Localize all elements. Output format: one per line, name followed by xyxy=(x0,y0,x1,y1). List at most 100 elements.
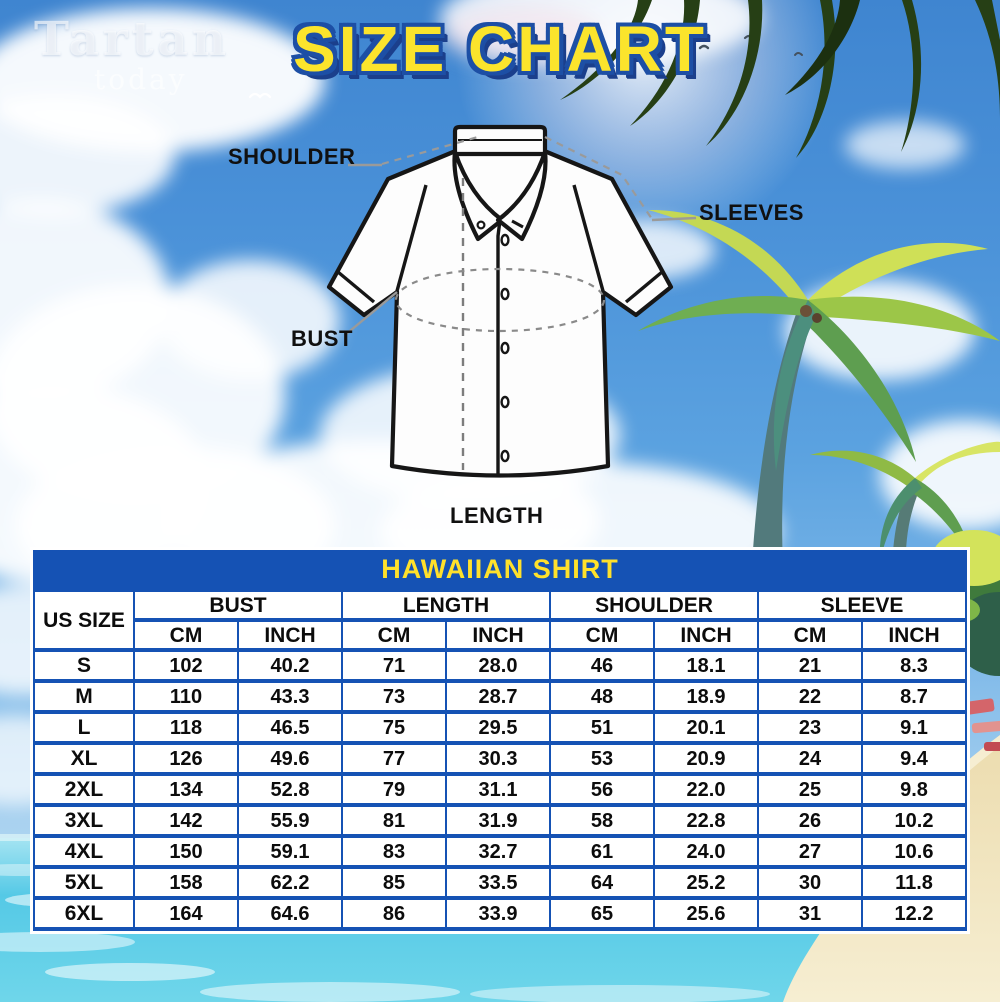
size-cell: S xyxy=(33,648,135,683)
group-header-shoulder: SHOULDER xyxy=(549,588,759,622)
value-cell: 83 xyxy=(341,834,447,869)
value-cell: 56 xyxy=(549,772,655,807)
value-cell: 24.0 xyxy=(653,834,759,869)
value-cell: 11.8 xyxy=(861,865,967,900)
value-cell: 28.0 xyxy=(445,648,551,683)
value-cell: 18.9 xyxy=(653,679,759,714)
bust-label: BUST xyxy=(291,326,353,351)
value-cell: 26 xyxy=(757,803,863,838)
value-cell: 126 xyxy=(133,741,239,776)
table-row: 5XL 158 62.2 85 33.5 64 25.2 30 11.8 xyxy=(33,865,967,900)
value-cell: 30 xyxy=(757,865,863,900)
size-column-header: US SIZE xyxy=(33,588,135,652)
value-cell: 33.5 xyxy=(445,865,551,900)
table-row: M 110 43.3 73 28.7 48 18.9 22 8.7 xyxy=(33,679,967,714)
size-cell: 3XL xyxy=(33,803,135,838)
size-chart-table: HAWAIIAN SHIRT US SIZE BUST LENGTH SHOUL… xyxy=(30,547,970,934)
palm-tree-small xyxy=(810,441,1000,565)
table-row: 6XL 164 64.6 86 33.9 65 25.6 31 12.2 xyxy=(33,896,967,931)
value-cell: 28.7 xyxy=(445,679,551,714)
value-cell: 81 xyxy=(341,803,447,838)
value-cell: 29.5 xyxy=(445,710,551,745)
value-cell: 79 xyxy=(341,772,447,807)
table-title: HAWAIIAN SHIRT xyxy=(33,550,967,588)
shoulder-label: SHOULDER xyxy=(228,144,356,169)
value-cell: 46 xyxy=(549,648,655,683)
value-cell: 52.8 xyxy=(237,772,343,807)
value-cell: 21 xyxy=(757,648,863,683)
unit-header-cm: CM xyxy=(133,618,239,652)
value-cell: 134 xyxy=(133,772,239,807)
value-cell: 77 xyxy=(341,741,447,776)
size-cell: M xyxy=(33,679,135,714)
size-cell: L xyxy=(33,710,135,745)
length-label: LENGTH xyxy=(450,503,544,528)
table-row: L 118 46.5 75 29.5 51 20.1 23 9.1 xyxy=(33,710,967,745)
value-cell: 86 xyxy=(341,896,447,931)
value-cell: 158 xyxy=(133,865,239,900)
unit-header-inch: INCH xyxy=(653,618,759,652)
value-cell: 10.6 xyxy=(861,834,967,869)
value-cell: 58 xyxy=(549,803,655,838)
value-cell: 22 xyxy=(757,679,863,714)
size-table: US SIZE BUST LENGTH SHOULDER SLEEVE CM I… xyxy=(33,588,967,931)
group-header-length: LENGTH xyxy=(341,588,551,622)
value-cell: 164 xyxy=(133,896,239,931)
table-row: XL 126 49.6 77 30.3 53 20.9 24 9.4 xyxy=(33,741,967,776)
unit-header-inch: INCH xyxy=(445,618,551,652)
measurement-lines xyxy=(344,135,697,336)
value-cell: 9.4 xyxy=(861,741,967,776)
value-cell: 75 xyxy=(341,710,447,745)
value-cell: 65 xyxy=(549,896,655,931)
table-row: S 102 40.2 71 28.0 46 18.1 21 8.3 xyxy=(33,648,967,683)
value-cell: 25 xyxy=(757,772,863,807)
unit-header-row: CM INCH CM INCH CM INCH CM INCH xyxy=(34,618,967,652)
value-cell: 110 xyxy=(133,679,239,714)
size-table-body: S 102 40.2 71 28.0 46 18.1 21 8.3 M 110 43.3 73 28.7 4… xyxy=(33,648,967,931)
value-cell: 30.3 xyxy=(445,741,551,776)
value-cell: 12.2 xyxy=(861,896,967,931)
value-cell: 49.6 xyxy=(237,741,343,776)
palm-tree-large xyxy=(638,209,1000,565)
value-cell: 51 xyxy=(549,710,655,745)
size-cell: 4XL xyxy=(33,834,135,869)
value-cell: 73 xyxy=(341,679,447,714)
value-cell: 64 xyxy=(549,865,655,900)
value-cell: 102 xyxy=(133,648,239,683)
value-cell: 32.7 xyxy=(445,834,551,869)
shirt-buttons xyxy=(500,233,510,463)
unit-header-cm: CM xyxy=(757,618,863,652)
value-cell: 9.1 xyxy=(861,710,967,745)
size-cell: XL xyxy=(33,741,135,776)
value-cell: 55.9 xyxy=(237,803,343,838)
palm-fronds-top xyxy=(560,0,1000,158)
value-cell: 25.2 xyxy=(653,865,759,900)
birds xyxy=(248,34,803,99)
value-cell: 62.2 xyxy=(237,865,343,900)
group-header-bust: BUST xyxy=(133,588,343,622)
value-cell: 59.1 xyxy=(237,834,343,869)
table-row: 4XL 150 59.1 83 32.7 61 24.0 27 10.6 xyxy=(33,834,967,869)
brand-name: Tartan xyxy=(34,12,231,67)
value-cell: 31 xyxy=(757,896,863,931)
brand-logo: Tartan today xyxy=(34,12,230,96)
value-cell: 31.1 xyxy=(445,772,551,807)
value-cell: 85 xyxy=(341,865,447,900)
value-cell: 9.8 xyxy=(861,772,967,807)
value-cell: 61 xyxy=(549,834,655,869)
value-cell: 33.9 xyxy=(445,896,551,931)
value-cell: 20.1 xyxy=(653,710,759,745)
value-cell: 118 xyxy=(133,710,239,745)
value-cell: 8.7 xyxy=(861,679,967,714)
value-cell: 10.2 xyxy=(861,803,967,838)
value-cell: 18.1 xyxy=(653,648,759,683)
bust-guide-ellipse xyxy=(394,267,606,333)
table-row: 2XL 134 52.8 79 31.1 56 22.0 25 9.8 xyxy=(33,772,967,807)
value-cell: 48 xyxy=(549,679,655,714)
size-cell: 6XL xyxy=(33,896,135,931)
value-cell: 23 xyxy=(757,710,863,745)
unit-header-inch: INCH xyxy=(237,618,343,652)
value-cell: 142 xyxy=(133,803,239,838)
value-cell: 71 xyxy=(341,648,447,683)
